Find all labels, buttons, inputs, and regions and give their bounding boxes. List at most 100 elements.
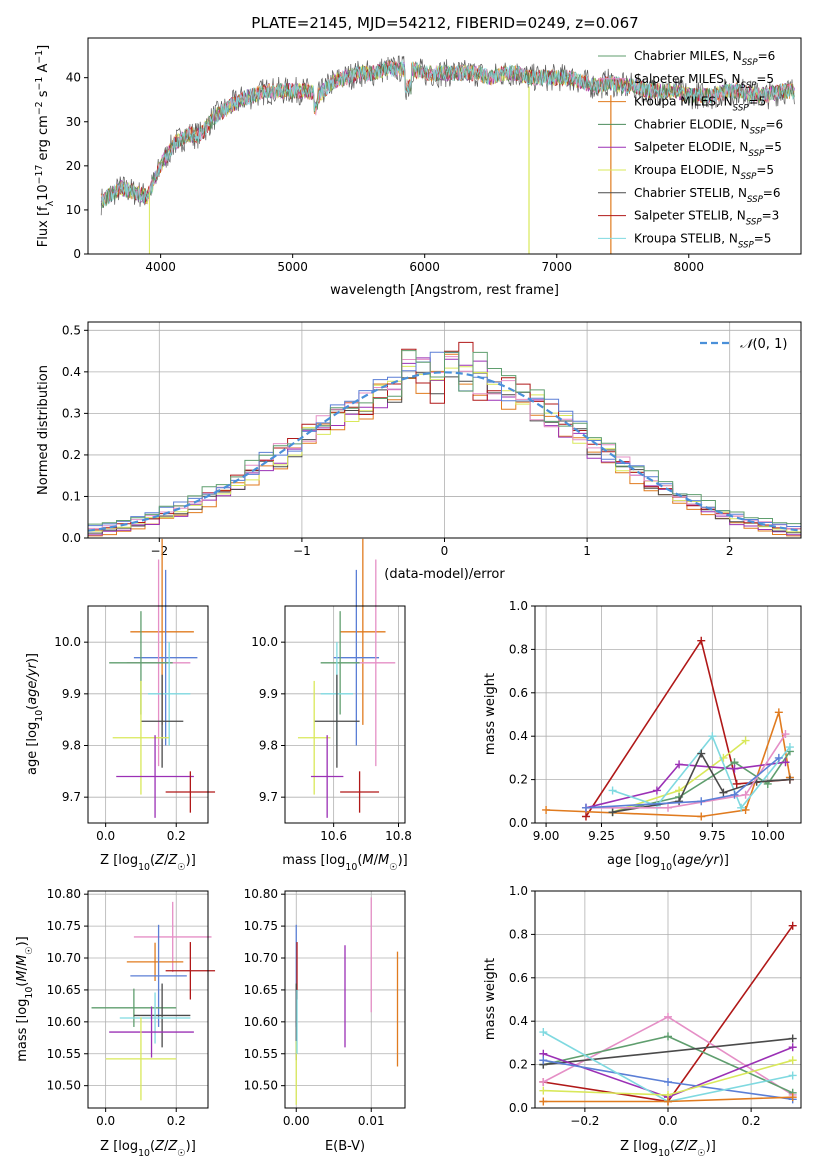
x-tick-label: 9.25	[588, 829, 615, 843]
legend-label-part: SSP	[733, 104, 750, 114]
legend-label-part: =5	[756, 72, 774, 86]
plot-area-mass_weight_vs_age	[542, 636, 794, 821]
series-marker	[539, 1077, 548, 1086]
series-marker	[664, 803, 672, 812]
series-line	[612, 734, 791, 810]
legend-label-part: Salpeter ELODIE, N	[634, 140, 748, 154]
x-axis-label-part: Z	[687, 1139, 698, 1154]
y-axis-label-part: −2	[34, 101, 45, 115]
series-marker	[608, 786, 617, 795]
x-axis-label-part: age/yr	[677, 853, 720, 868]
x-axis-label-part: (	[672, 853, 677, 868]
x-tick-label: 0.00	[283, 1114, 310, 1128]
axes-mass_vs_ebv: 0.00 0.01 10.50 10.55 10.60 10.65 10.70 10.75 10…	[244, 887, 406, 1154]
y-tick-label: 9.8	[259, 739, 278, 753]
y-axis-label-part: (	[25, 705, 40, 710]
axes-residuals: −2 −1 0 1 2 0.0 0.1 0.2 0.3 0.4 0.5 𝒩(0, 1) (data-mo…	[36, 321, 802, 582]
y-tick-label: 10.70	[47, 951, 81, 965]
y-axis-label-part: )]	[25, 653, 40, 663]
x-axis-label: E(B-V)	[325, 1139, 365, 1154]
y-tick-label: 0.2	[509, 1058, 528, 1072]
series-marker	[664, 1097, 672, 1106]
y-tick-label: 0.3	[62, 406, 81, 420]
series-line	[585, 757, 780, 809]
legend-label: Salpeter MILES, NSSP=5	[634, 72, 774, 91]
x-tick-label: 9.00	[533, 829, 560, 843]
series-marker	[675, 797, 684, 806]
x-tick-label: 0.2	[167, 1114, 186, 1128]
y-axis-label-part: M	[15, 955, 30, 966]
y-tick-label: 0.4	[509, 1014, 528, 1028]
x-axis-label-part: )]	[398, 853, 408, 868]
legend-label-part: Salpeter MILES, N	[634, 72, 741, 86]
x-axis-label-part: )]	[186, 853, 196, 868]
legend-label-part: Salpeter STELIB, N	[634, 209, 746, 223]
y-tick-label: 9.7	[62, 790, 81, 804]
y-axis-label: mass [log10(M/M☉)]	[15, 936, 35, 1062]
y-tick-label: 10.55	[244, 1047, 278, 1061]
series-marker	[788, 1093, 797, 1102]
series-marker	[781, 730, 790, 739]
y-tick-label: 0.5	[62, 323, 81, 337]
legend-label-part: SSP	[742, 58, 759, 68]
series-marker	[732, 779, 741, 788]
y-tick-label: 9.9	[259, 687, 278, 701]
y-tick-label: 0.2	[62, 448, 81, 462]
axes-frame	[87, 605, 209, 824]
y-tick-label: 10.70	[244, 951, 278, 965]
series-marker	[788, 1056, 797, 1065]
series-marker	[542, 805, 551, 814]
x-axis-label-part: )]	[706, 1139, 716, 1154]
y-axis-label-part: /	[15, 965, 30, 970]
legend-label: Salpeter STELIB, NSSP=3	[634, 209, 779, 228]
x-axis-label-part: 10	[138, 1148, 150, 1159]
y-tick-label: 9.8	[62, 739, 81, 753]
y-tick-label: 0.8	[509, 927, 528, 941]
series-marker	[788, 1034, 797, 1043]
y-tick-label: 10.50	[244, 1079, 278, 1093]
series-marker	[788, 1071, 797, 1080]
y-tick-label: 10.80	[244, 887, 278, 901]
y-axis-label-part: erg cm	[36, 115, 51, 164]
legend-label-part: SSP	[750, 126, 767, 136]
series-marker	[730, 790, 739, 799]
legend-label: Chabrier MILES, NSSP=6	[634, 49, 775, 68]
plot-area-spectrum	[100, 55, 795, 254]
legend-label: 𝒩(0, 1)	[740, 337, 787, 352]
y-axis-label: mass weight	[483, 958, 498, 1040]
legend-label-part: =5	[749, 95, 767, 109]
axes-frame	[284, 890, 406, 1109]
x-axis-label-part: (	[357, 853, 362, 868]
legend-label-part: SSP	[748, 149, 765, 159]
series-line	[543, 1037, 793, 1066]
series-marker	[741, 790, 750, 799]
x-axis-label-part: Z	[674, 1139, 685, 1154]
series-marker	[774, 708, 783, 717]
x-axis-label-part: /	[164, 1139, 169, 1154]
y-tick-label: 0.6	[509, 971, 528, 985]
x-tick-label: 5000	[277, 260, 308, 274]
legend-label-part: Chabrier ELODIE, N	[634, 117, 750, 131]
x-axis-label-part: (	[670, 1139, 675, 1154]
y-tick-label: 10.0	[251, 635, 278, 649]
legend-label-part: Chabrier STELIB, N	[634, 186, 747, 200]
legend-label: Kroupa ELODIE, NSSP=5	[634, 163, 774, 182]
x-axis-label-part: Z [log	[100, 1139, 138, 1154]
legend-label-part: =3	[762, 209, 780, 223]
y-axis-label-part: 10	[34, 710, 45, 722]
y-tick-label: 9.7	[259, 790, 278, 804]
y-axis-label-part: Flux [f	[36, 206, 51, 247]
series-line	[586, 733, 787, 809]
y-tick-label: 0.1	[62, 489, 81, 503]
x-tick-label: 7000	[541, 260, 572, 274]
legend-label-part: SSP	[741, 81, 758, 91]
y-axis-label-part: −1	[34, 50, 45, 64]
legend-label: Kroupa MILES, NSSP=5	[634, 95, 766, 114]
x-axis-label: Z [log10(Z/Z☉)]	[100, 1139, 196, 1159]
y-tick-label: 10.60	[47, 1015, 81, 1029]
figure-title: PLATE=2145, MJD=54212, FIBERID=0249, z=0…	[251, 14, 638, 32]
series-marker	[697, 749, 706, 758]
x-axis-label-part: Z [log	[100, 853, 138, 868]
x-axis-label-part: ☉	[177, 1148, 185, 1159]
x-tick-label: 6000	[409, 260, 440, 274]
